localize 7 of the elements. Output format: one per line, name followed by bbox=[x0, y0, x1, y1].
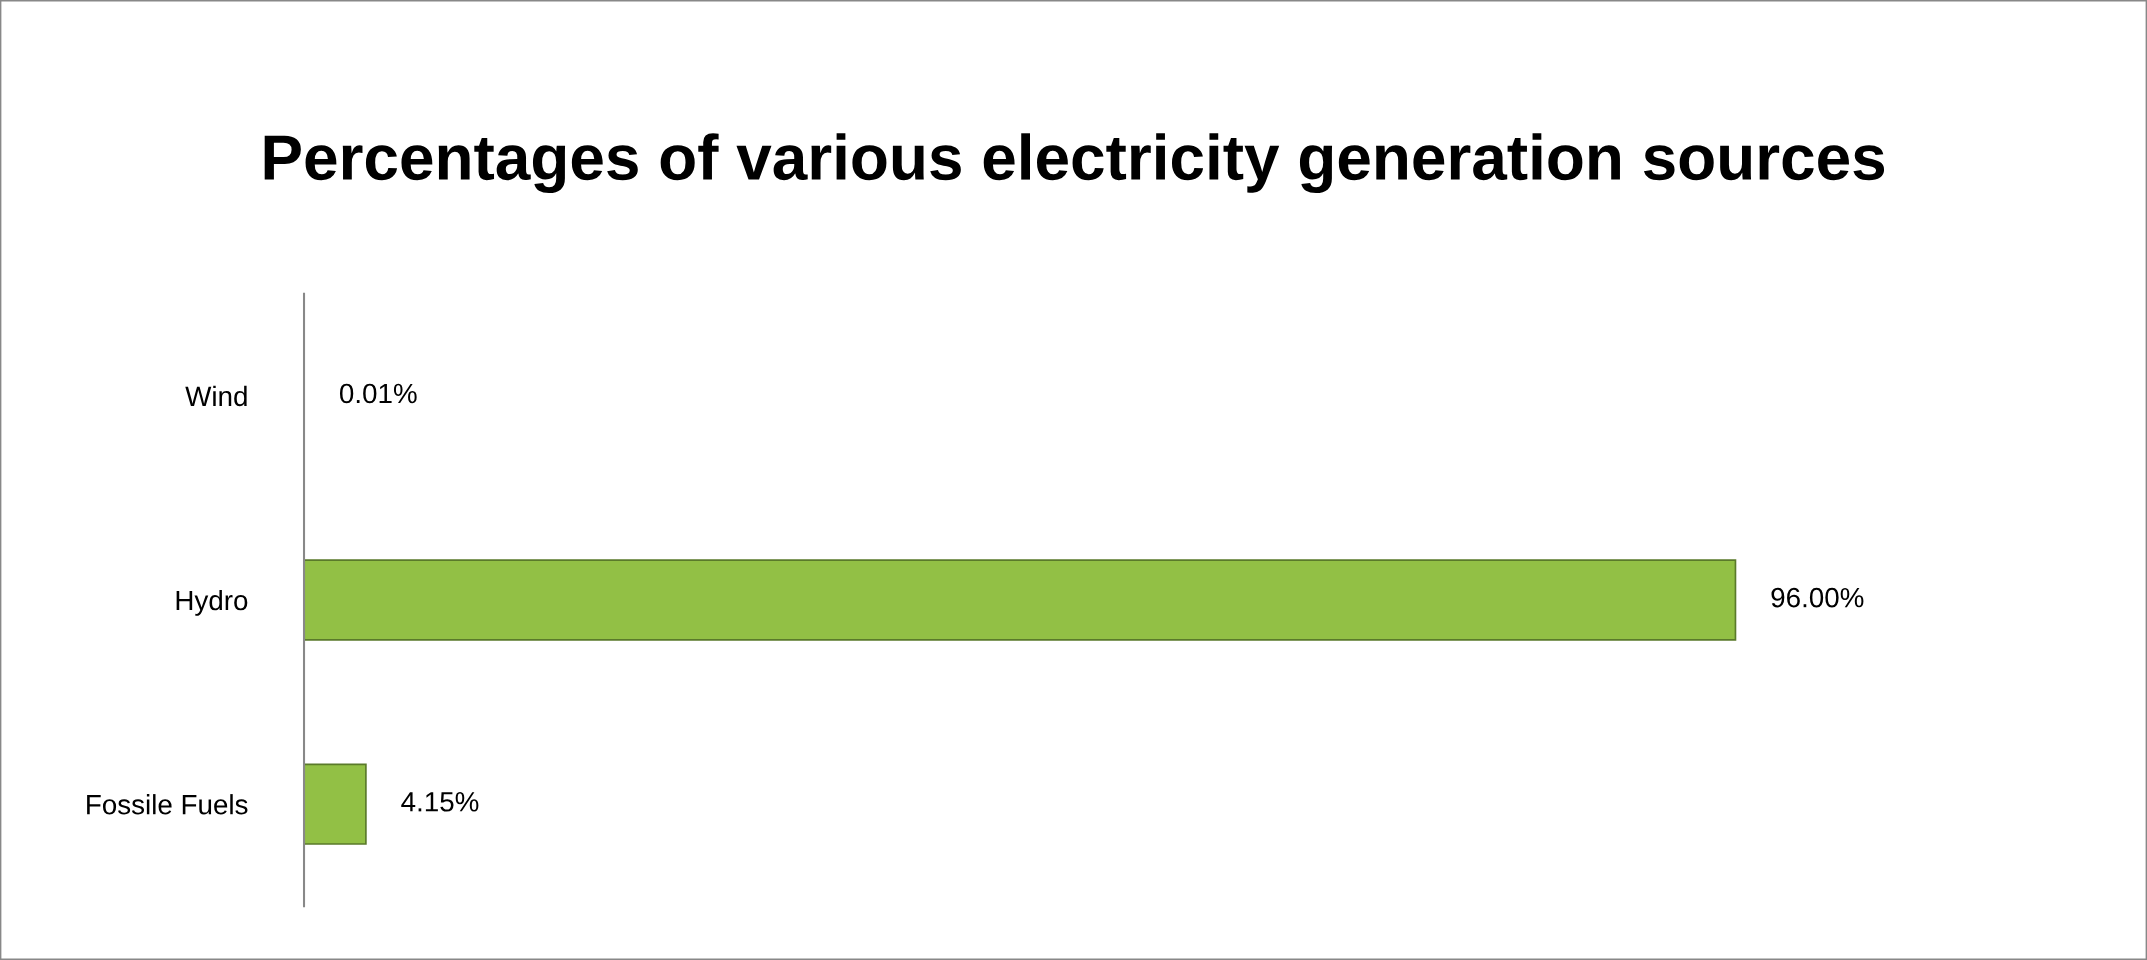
y-tick-label: Fossile Fuels bbox=[87, 794, 248, 815]
data-label: 96.00% bbox=[1771, 587, 1864, 608]
data-label: 0.01% bbox=[339, 383, 417, 404]
y-tick-label: Wind bbox=[185, 385, 247, 407]
y-tick-label: Hydro bbox=[176, 589, 248, 616]
data-label: 4.15% bbox=[401, 792, 479, 812]
chart-title: Percentages of various electricity generation sources bbox=[264, 133, 1885, 194]
